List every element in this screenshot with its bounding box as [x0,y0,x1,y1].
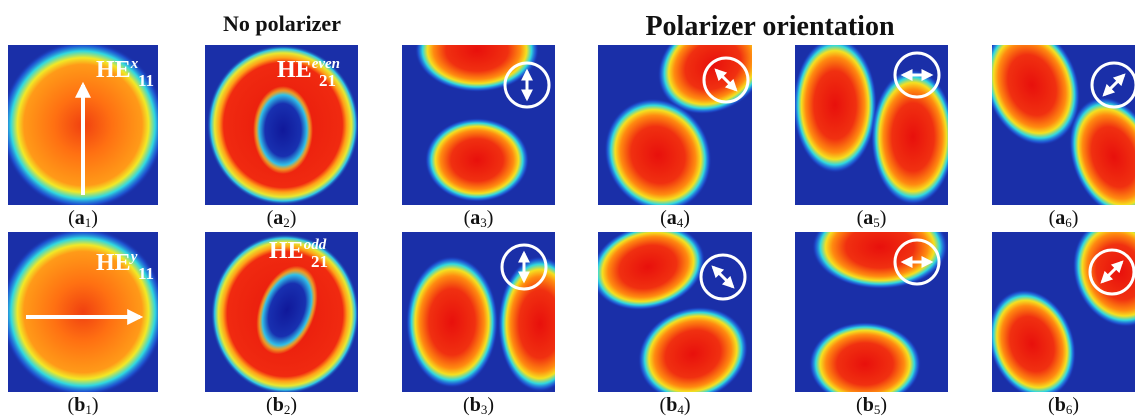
panel-letter: a [75,207,85,229]
panel-letter: a [863,207,873,229]
bracket: ) [487,394,494,416]
panel-letter: a [273,207,283,229]
beam-image [402,232,582,392]
bracket: ) [487,207,494,229]
beam-image [581,211,761,416]
beam-image [1,41,165,209]
panel-label: (b2) [266,394,297,417]
beam-image [968,11,1135,230]
panel-letter: b [470,394,481,416]
panel-label: (a2) [267,207,297,230]
beam-image [973,204,1135,411]
mode-base: HE [277,57,312,83]
bracket: ) [290,207,297,229]
bracket: ) [92,394,99,416]
mode-sub: 21 [319,71,336,90]
beam-lobe [406,256,498,388]
panel-label: (a5) [857,207,887,230]
beam-image [1,228,165,396]
panel-letter: b [1055,394,1066,416]
figure: No polarizer Polarizer orientation HEx11… [0,0,1135,419]
beam-image [795,205,948,406]
bracket: ) [684,394,691,416]
mode-sub: 11 [138,71,154,90]
mode-base: HE [269,238,304,264]
ring-hole [253,86,313,174]
mode-sup: x [130,56,139,72]
beam-image [793,37,955,205]
panel-label: (b5) [856,394,887,417]
panel-label: (a4) [660,207,690,230]
panel-label: (b3) [463,394,494,417]
panel-label: (a3) [464,207,494,230]
header: Polarizer orientation [645,11,895,42]
panel-letter: a [470,207,480,229]
panel-label: (b6) [1048,394,1079,417]
mode-base: HE [96,57,131,83]
panel-letter: b [74,394,85,416]
bracket: ) [880,394,887,416]
beam-lobe [498,256,582,392]
bracket: ) [683,207,690,229]
beam-spot [1,228,165,396]
bracket: ) [880,207,887,229]
panel-letter: a [667,207,677,229]
bracket: ) [1072,394,1079,416]
mode-sub: 11 [138,264,154,283]
bracket: ) [91,207,98,229]
mode-base: HE [96,250,131,276]
panel-letter: b [273,394,284,416]
mode-sup: odd [304,237,327,253]
panel-label: (a1) [68,207,98,230]
panel-label: (b1) [68,394,99,417]
panel-letter: b [863,394,874,416]
bracket: ) [290,394,297,416]
panel-label: (a6) [1049,207,1079,230]
beam-lobe [793,37,877,173]
panel-letter: a [1055,207,1065,229]
panel-label: (b4) [660,394,691,417]
panel-letter: b [666,394,677,416]
mode-sup: y [129,249,138,265]
header: No polarizer [223,11,341,36]
beam-lobe [415,8,539,92]
beam-lobe [871,69,955,205]
bracket: ) [1072,207,1079,229]
beam-image [402,8,555,205]
mode-sup: even [312,56,340,72]
mode-sub: 21 [311,252,328,271]
beam-lobe [425,118,529,202]
